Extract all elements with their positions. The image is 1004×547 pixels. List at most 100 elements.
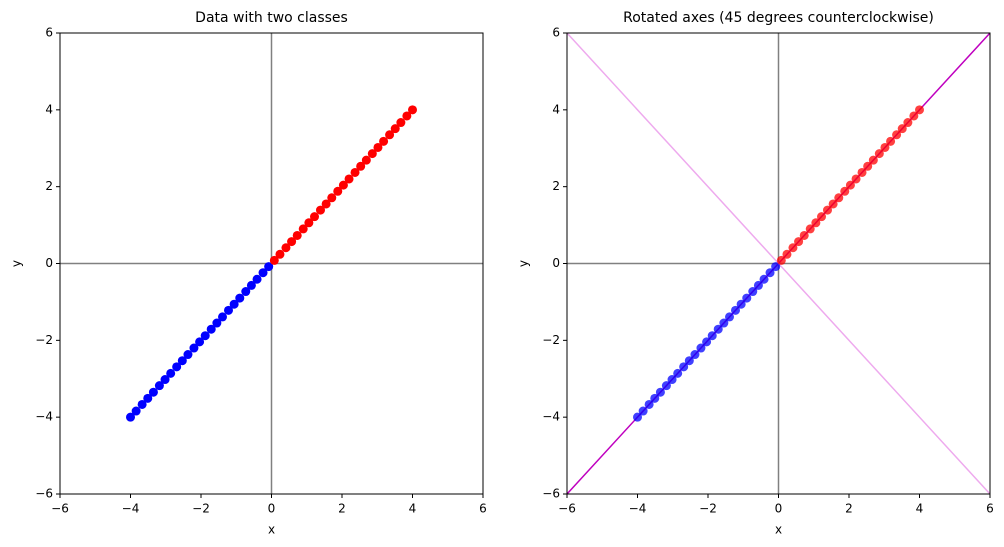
point — [218, 312, 228, 322]
point — [126, 412, 135, 422]
x-tick-label: −4 — [629, 502, 647, 516]
point — [235, 293, 245, 303]
point — [840, 186, 850, 196]
x-tick-label: 4 — [409, 502, 417, 516]
x-tick-label: −4 — [122, 502, 140, 516]
y-tick-label: −6 — [35, 487, 53, 501]
plot: −6 −4 −2 0 2 4 6 −6 −4 −2 0 2 4 6 Data with two classe… — [10, 10, 487, 537]
point — [915, 105, 924, 115]
point — [776, 255, 786, 265]
point — [696, 343, 706, 353]
x-tick-label: 2 — [338, 502, 346, 516]
point — [258, 268, 268, 278]
point — [811, 218, 821, 228]
point — [229, 299, 239, 309]
y-tick-label: 2 — [45, 179, 53, 193]
point — [408, 105, 417, 115]
point — [874, 149, 884, 159]
plot-frame — [59, 32, 484, 495]
point — [667, 375, 677, 385]
x-tick-label: 0 — [268, 502, 276, 516]
point — [742, 293, 752, 303]
point — [661, 381, 671, 391]
point — [269, 255, 279, 265]
point — [851, 174, 861, 184]
point — [857, 167, 867, 177]
point — [903, 118, 913, 128]
point — [753, 280, 763, 290]
point — [897, 124, 907, 134]
point — [673, 368, 683, 378]
point — [702, 337, 712, 347]
point — [707, 331, 717, 341]
point — [886, 136, 896, 146]
plot-frame — [566, 32, 991, 495]
y-tick-label: −4 — [542, 410, 560, 424]
point — [212, 318, 222, 328]
y-tick-label: −6 — [542, 487, 560, 501]
point — [148, 387, 158, 397]
point — [759, 274, 769, 284]
y-axis-label: y — [10, 260, 24, 267]
point — [799, 230, 809, 240]
point — [771, 262, 781, 272]
point — [690, 350, 700, 360]
point — [166, 368, 176, 378]
point — [310, 212, 320, 222]
point — [356, 161, 366, 171]
y-tick-label: 4 — [552, 102, 560, 116]
point — [650, 393, 660, 403]
point — [817, 212, 827, 222]
chart-title: Rotated axes (45 degrees counterclockwis… — [623, 10, 934, 26]
point — [131, 406, 141, 416]
x-tick-label: −2 — [192, 502, 210, 516]
point — [321, 199, 331, 209]
point — [154, 381, 164, 391]
y-tick-label: −2 — [542, 333, 560, 347]
point — [298, 224, 308, 234]
y-tick-label: 4 — [45, 102, 53, 116]
point — [287, 237, 297, 247]
x-tick-label: −6 — [51, 502, 69, 516]
point — [333, 186, 343, 196]
point — [736, 299, 746, 309]
point — [684, 356, 694, 366]
y-tick-label: 6 — [552, 26, 560, 40]
point — [655, 387, 665, 397]
point — [805, 224, 815, 234]
point — [633, 412, 642, 422]
point — [281, 243, 291, 253]
point — [189, 343, 199, 353]
point — [315, 205, 325, 215]
x-tick-label: 6 — [479, 502, 487, 516]
point — [863, 161, 873, 171]
y-tick-label: 2 — [552, 179, 560, 193]
y-axis-label: y — [517, 260, 531, 267]
x-tick-label: 4 — [916, 502, 924, 516]
point — [828, 199, 838, 209]
chart-title: Data with two classes — [195, 10, 348, 26]
point — [679, 362, 689, 372]
point — [725, 312, 735, 322]
y-tick-label: −4 — [35, 410, 53, 424]
point — [644, 399, 654, 409]
point — [782, 249, 792, 259]
point — [834, 193, 844, 203]
point — [246, 280, 256, 290]
plot: −6 −4 −2 0 2 4 6 −6 −4 −2 0 2 4 6 Rotated axes (45 deg… — [517, 10, 994, 537]
point — [143, 393, 153, 403]
point — [241, 287, 251, 297]
point — [719, 318, 729, 328]
x-tick-label: −6 — [558, 502, 576, 516]
point — [183, 350, 193, 360]
point — [868, 155, 878, 165]
point — [373, 142, 383, 152]
point — [160, 375, 170, 385]
point — [765, 268, 775, 278]
y-tick-label: −2 — [35, 333, 53, 347]
point — [713, 324, 723, 334]
x-tick-label: 2 — [845, 502, 853, 516]
point — [909, 111, 919, 121]
y-tick-label: 6 — [45, 26, 53, 40]
point — [794, 237, 804, 247]
